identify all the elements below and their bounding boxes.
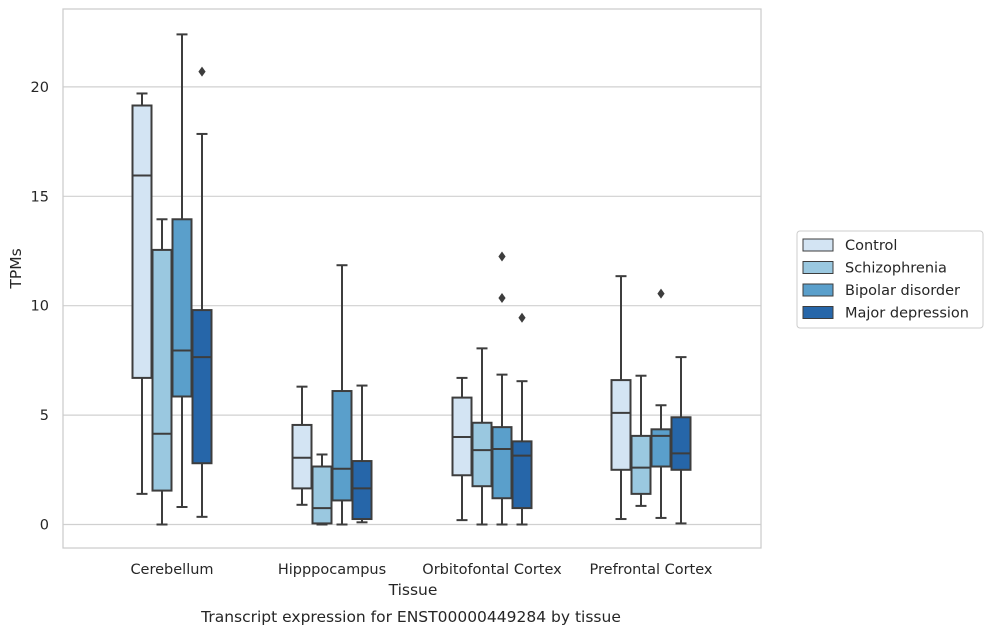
y-tick-label: 15	[31, 189, 49, 205]
box-1-0	[291, 385, 313, 506]
legend-label: Major depression	[845, 306, 969, 322]
x-axis-title: Tissue	[388, 581, 438, 599]
box-0-1	[151, 218, 173, 526]
legend-label: Bipolar disorder	[845, 283, 960, 299]
box-1-3	[351, 384, 373, 524]
box-2-1	[471, 347, 493, 526]
box-iqr	[291, 423, 313, 490]
box-iqr	[471, 421, 493, 488]
box-3-3	[670, 356, 692, 525]
box-3-2	[650, 288, 672, 519]
box-2-2	[491, 251, 513, 526]
y-tick-label: 20	[31, 80, 49, 96]
box-0-0	[131, 92, 153, 495]
y-axis-title: TPMs	[7, 248, 25, 289]
legend-swatch	[802, 261, 834, 274]
chart-caption: Transcript expression for ENST0000044928…	[200, 608, 621, 626]
y-tick-label: 0	[40, 518, 49, 534]
legend-swatch	[802, 306, 834, 319]
outlier-point	[498, 251, 506, 262]
box-iqr	[131, 104, 153, 379]
box-0-2	[171, 33, 193, 508]
outlier-point	[198, 66, 206, 77]
outlier-point	[498, 293, 506, 304]
legend-label: Control	[845, 238, 897, 254]
legend-swatch	[802, 283, 834, 297]
box-iqr	[171, 218, 193, 398]
box-iqr	[491, 426, 513, 500]
box-3-0	[610, 275, 632, 521]
box-iqr	[511, 440, 533, 510]
box-iqr	[610, 379, 632, 471]
plot-frame	[62, 8, 762, 549]
legend-frame	[796, 230, 984, 329]
x-tick-label: Orbitofontal Cortex	[422, 562, 562, 578]
x-tick-label: Cerebellum	[130, 562, 213, 578]
box-2-3	[511, 312, 533, 526]
box-1-2	[331, 264, 353, 526]
x-tick-label: Prefrontal Cortex	[590, 562, 713, 578]
box-iqr	[351, 460, 373, 521]
outlier-point	[657, 288, 665, 299]
x-tick-labels: Cerebellum Hipppocampus Orbitofontal Corte…	[130, 562, 712, 578]
legend-swatch	[802, 238, 834, 252]
box-iqr	[670, 416, 692, 471]
outlier-point	[518, 312, 526, 323]
x-tick-label: Hipppocampus	[278, 562, 386, 578]
box-iqr	[630, 434, 652, 495]
box-0-3	[191, 66, 213, 518]
box-iqr	[151, 248, 173, 492]
y-tick-label: 10	[31, 299, 49, 315]
box-iqr	[311, 465, 333, 525]
box-iqr	[191, 309, 213, 465]
legend: Control Schizophrenia Bipolar disorder Majo…	[796, 230, 984, 329]
box-iqr	[331, 390, 353, 502]
box-series	[131, 33, 692, 526]
legend-label: Schizophrenia	[845, 261, 947, 277]
y-tick-label: 5	[40, 408, 49, 424]
y-tick-labels: 0 5 10 15 20	[31, 80, 49, 534]
